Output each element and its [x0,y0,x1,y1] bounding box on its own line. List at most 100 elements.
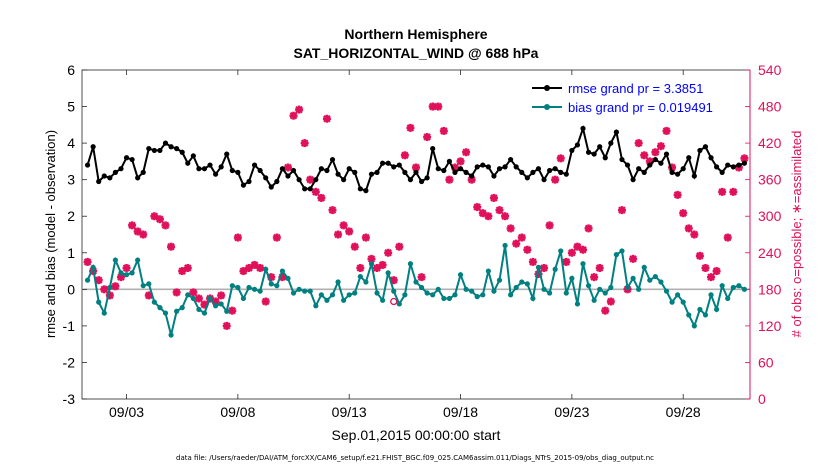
x-tick-label: 09/23 [554,404,589,420]
obs-assimilated-marker [339,221,348,230]
bias-point [480,292,486,298]
rmse-point [652,156,658,163]
bias-line [86,245,745,336]
rmse-point [207,162,213,168]
y-right-tick-label: 0 [758,391,766,407]
obs-assimilated-marker [417,273,426,282]
bias-point [430,292,436,298]
bias-point [585,283,592,289]
bias-point [168,332,174,338]
obs-assimilated-marker [167,242,176,251]
rmse-point [374,169,380,175]
rmse-point [402,169,408,175]
rmse-point [213,171,219,177]
bias-point [290,290,297,296]
bias-point [630,275,636,281]
obs-assimilated-marker [528,257,537,266]
rmse-point [396,162,402,168]
bias-point [190,295,196,302]
obs-assimilated-marker [439,126,448,135]
rmse-point [508,156,514,163]
bias-point [441,295,447,302]
rmse-point [413,169,419,175]
bias-point [224,308,230,314]
rmse-point [246,178,252,185]
obs-assimilated-marker [606,297,615,306]
rmse-point [240,182,247,188]
bias-point [569,275,575,281]
bias-point [274,283,280,289]
y-right-tick-label: 300 [758,208,782,224]
y-axis-right-label: # of obs: o=possible; ∗=assimilated [789,131,804,338]
obs-assimilated-marker [662,126,671,135]
obs-assimilated-marker [384,248,393,257]
rmse-point [530,169,536,175]
obs-assimilated-marker [495,206,504,215]
obs-assimilated-marker [656,142,665,151]
bias-point [162,310,169,316]
obs-assimilated-marker [189,288,198,297]
rmse-point [368,171,375,177]
obs-assimilated-marker [489,193,498,202]
obs-assimilated-marker [584,224,593,233]
obs-assimilated-marker [306,175,315,184]
obs-assimilated-marker [579,245,587,254]
bias-point [619,248,625,254]
y-right-tick-label: 120 [758,318,782,334]
obs-assimilated-marker [317,193,326,202]
y-left-tick-label: 0 [67,281,75,297]
bias-point [597,286,603,292]
obs-assimilated-marker [501,212,510,221]
rmse-point [357,186,363,192]
obs-assimilated-marker [684,224,693,233]
y-left-tick-label: 5 [67,99,75,115]
plot-area [81,69,751,400]
obs-assimilated-marker [406,123,415,132]
rmse-point [274,178,280,185]
rmse-point [641,169,647,175]
rmse-point [123,155,130,161]
rmse-point [469,173,475,179]
bias-point [446,295,452,302]
obs-assimilated-marker [83,257,92,266]
bias-point [380,297,386,303]
rmse-point [185,160,191,166]
obs-assimilated-marker [484,212,493,221]
bias-series [84,242,748,338]
obs-assimilated-marker [350,242,359,251]
rmse-point [424,175,430,181]
rmse-point [636,166,642,172]
bias-point [335,279,341,285]
chart-title: Northern Hemisphere [344,26,488,42]
rmse-point [496,166,503,172]
rmse-point [725,162,731,168]
rmse-point [541,177,547,183]
y-axis-right: 0 60 120 180 240 300 360 420 480 540 [745,62,782,407]
bias-point [341,297,347,303]
obs-assimilated-marker [400,151,409,160]
rmse-point [658,160,664,166]
rmse-point [107,175,113,181]
bias-point [636,286,642,292]
obs-assimilated-marker [155,215,164,224]
obs-assimilated-marker [395,242,404,251]
bias-point [736,283,742,289]
bias-point [714,306,720,313]
x-tick-label: 09/08 [220,404,255,420]
bias-point [652,273,658,280]
rmse-point [452,169,458,175]
bias-point [313,303,319,309]
y-axis-left-label: rmse and bias (model - observation) [43,130,58,338]
bias-point [675,292,681,298]
obs-assimilated-marker [283,163,292,172]
bias-point [201,310,208,316]
axes-frame [81,69,751,400]
rmse-point [686,155,692,161]
rmse-point [335,171,341,177]
rmse-point [313,177,319,183]
obs-assimilated-marker [462,148,471,157]
rmse-point [229,167,235,174]
bias-point [658,279,664,285]
y-right-tick-label: 240 [758,245,782,261]
bias-point [691,323,697,329]
